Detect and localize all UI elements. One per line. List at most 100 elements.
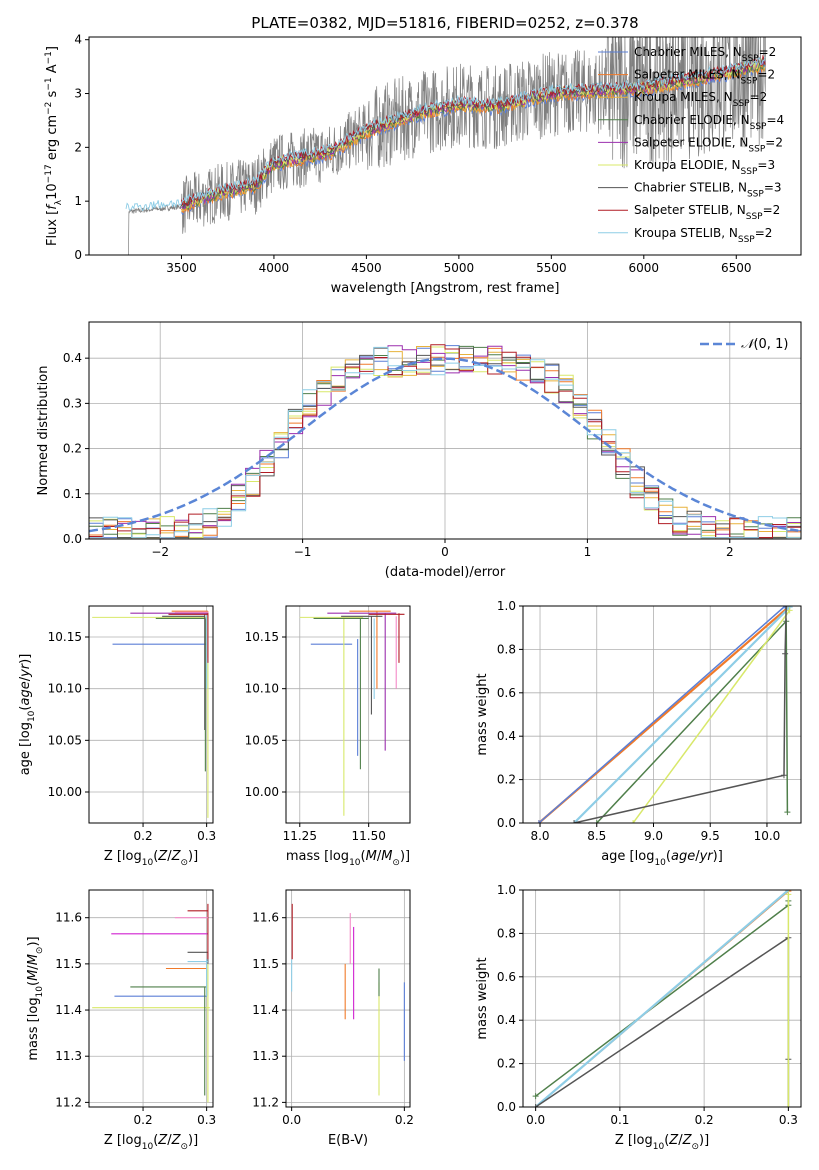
x-tick-label: 5500 xyxy=(536,261,567,275)
weight-marker xyxy=(784,809,791,816)
y-tick-label: 11.6 xyxy=(55,911,82,925)
plot-area xyxy=(92,610,209,818)
plot-area xyxy=(92,903,210,1103)
x-tick-label: 0.2 xyxy=(695,1113,714,1127)
weight-marker xyxy=(593,820,600,823)
axes-frame xyxy=(522,605,802,824)
x-tick-label: 6000 xyxy=(629,261,660,275)
y-axis-label: age [log10(age/yr)] xyxy=(18,654,37,776)
y-tick-label: 0.4 xyxy=(497,729,516,743)
residual-histogram xyxy=(89,345,801,539)
x-axis-label: (data-model)/error xyxy=(385,565,506,580)
weight-marker xyxy=(785,891,792,898)
plot-area xyxy=(89,344,801,539)
y-tick-label: 10.15 xyxy=(48,630,82,644)
y-tick-label: 0.3 xyxy=(63,396,82,410)
y-tick-label: 10.05 xyxy=(245,733,279,747)
x-tick-label: 0 xyxy=(441,545,449,559)
weight-line xyxy=(534,890,790,1107)
chart-spectrum: 3500 4000 4500 5000 5500 6000 6500 0 1 2 3 4 wavelen… xyxy=(44,33,802,296)
plot-area xyxy=(535,606,793,823)
y-axis-label: mass weight xyxy=(475,957,490,1039)
y-tick-label: 0.2 xyxy=(63,442,82,456)
y-tick-label: 2 xyxy=(74,140,82,154)
residual-histogram xyxy=(89,346,801,539)
weight-marker xyxy=(785,1104,792,1107)
x-tick-label: 9.0 xyxy=(644,829,663,843)
y-tick-label: 0.1 xyxy=(63,487,82,501)
y-tick-label: 0 xyxy=(74,248,82,262)
x-tick-label: 11.25 xyxy=(283,829,317,843)
y-tick-label: 0.4 xyxy=(63,351,82,365)
y-tick-label: 10.05 xyxy=(48,733,82,747)
y-tick-label: 11.3 xyxy=(55,1049,82,1063)
x-tick-label: 0.2 xyxy=(395,1113,414,1127)
axes-frame xyxy=(285,889,411,1108)
x-axis-label: wavelength [Angstrom, rest frame] xyxy=(331,281,560,296)
chart-mass_vs_ebv: 0.0 0.2 11.2 11.3 11.4 11.5 11.6 E(B-V) xyxy=(252,889,414,1148)
y-tick-label: 10.00 xyxy=(245,785,279,799)
weight-marker xyxy=(630,820,637,823)
weight-line xyxy=(573,606,791,823)
x-tick-label: 0.0 xyxy=(526,1113,545,1127)
legend-label: Salpeter STELIB, NSSP=2 xyxy=(634,203,780,222)
normal-curve xyxy=(89,357,799,533)
x-tick-label: 0.2 xyxy=(134,1113,153,1127)
chart-age_vs_mass: 11.25 11.50 10.00 10.05 10.10 10.15 mass [log1… xyxy=(245,605,411,868)
y-tick-label: 0.6 xyxy=(497,686,516,700)
chart-mass_vs_Z: 0.2 0.3 11.2 11.3 11.4 11.5 11.6 Z [log10(Z/Z⊙)… xyxy=(26,889,216,1152)
axes-frame xyxy=(88,889,214,1108)
x-tick-label: 0.1 xyxy=(610,1113,629,1127)
weight-marker xyxy=(780,772,787,779)
y-tick-label: 11.2 xyxy=(55,1095,82,1109)
chart-residuals: −2 −1 0 1 2 0.0 0.1 0.2 0.3 0.4 (data-model)/error… xyxy=(36,321,802,580)
x-tick-label: 9.5 xyxy=(701,829,720,843)
legend-label: Salpeter ELODIE, NSSP=2 xyxy=(634,135,783,154)
x-tick-label: 10.0 xyxy=(754,829,781,843)
legend-label: Kroupa STELIB, NSSP=2 xyxy=(634,226,772,245)
y-tick-label: 11.3 xyxy=(252,1049,279,1063)
y-tick-label: 0.0 xyxy=(497,1100,516,1114)
weight-line xyxy=(538,606,786,823)
x-axis-label: age [log10(age/yr)] xyxy=(601,849,723,868)
x-tick-label: 0.3 xyxy=(197,1113,216,1127)
y-tick-label: 11.4 xyxy=(252,1003,279,1017)
y-tick-label: 0.6 xyxy=(497,970,516,984)
y-tick-label: 10.10 xyxy=(245,682,279,696)
weight-marker xyxy=(786,607,793,614)
x-axis-label: Z [log10(Z/Z⊙)] xyxy=(104,849,198,868)
plot-area xyxy=(291,903,405,1096)
x-tick-label: 6500 xyxy=(721,261,752,275)
y-tick-label: 10.00 xyxy=(48,785,82,799)
y-tick-label: 10.15 xyxy=(245,630,279,644)
x-tick-label: 4500 xyxy=(351,261,382,275)
y-tick-label: 10.10 xyxy=(48,682,82,696)
x-tick-label: 8.0 xyxy=(530,829,549,843)
legend-label: Chabrier STELIB, NSSP=3 xyxy=(634,181,782,200)
x-tick-label: 0.3 xyxy=(197,829,216,843)
y-tick-label: 0.0 xyxy=(497,816,516,830)
y-tick-label: 3 xyxy=(74,87,82,101)
y-tick-label: 11.2 xyxy=(252,1095,279,1109)
y-tick-label: 1.0 xyxy=(497,883,516,897)
x-tick-label: 0.0 xyxy=(282,1113,301,1127)
y-tick-label: 11.5 xyxy=(252,957,279,971)
chart-weight_vs_Z: 0.0 0.1 0.2 0.3 0.0 0.2 0.4 0.6 0.8 1.0 Z [log10(Z… xyxy=(475,883,802,1152)
x-tick-label: −1 xyxy=(294,545,312,559)
x-tick-label: −2 xyxy=(151,545,169,559)
spectrum-data-line xyxy=(126,37,766,255)
spectrum-model-line xyxy=(125,56,766,212)
plot-area xyxy=(125,37,766,255)
y-tick-label: 0.2 xyxy=(497,1057,516,1071)
y-tick-label: 0.0 xyxy=(63,532,82,546)
weight-line xyxy=(632,609,791,823)
x-tick-label: 2 xyxy=(726,545,734,559)
weight-line xyxy=(573,606,787,823)
chart-weight_vs_age: 8.0 8.5 9.0 9.5 10.0 0.0 0.2 0.4 0.6 0.8 1.0 age [l… xyxy=(475,599,802,868)
axes-frame xyxy=(522,889,802,1108)
weight-marker xyxy=(782,650,789,657)
weight-marker xyxy=(532,1093,539,1100)
y-axis-label: mass [log10(M/M⊙)] xyxy=(26,936,45,1060)
axes-frame xyxy=(88,36,802,256)
